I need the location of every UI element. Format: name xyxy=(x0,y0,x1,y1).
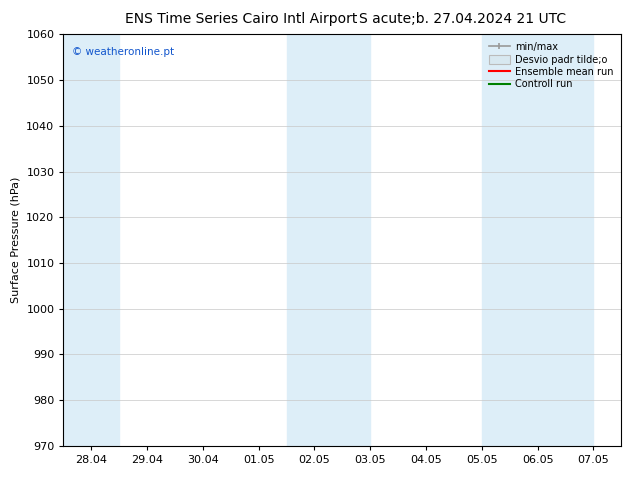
Bar xyxy=(482,34,593,446)
Bar xyxy=(63,34,119,446)
Text: ENS Time Series Cairo Intl Airport: ENS Time Series Cairo Intl Airport xyxy=(125,12,357,26)
Text: S acute;b. 27.04.2024 21 UTC: S acute;b. 27.04.2024 21 UTC xyxy=(359,12,566,26)
Y-axis label: Surface Pressure (hPa): Surface Pressure (hPa) xyxy=(11,177,21,303)
Text: © weatheronline.pt: © weatheronline.pt xyxy=(72,47,174,57)
Bar xyxy=(287,34,370,446)
Legend: min/max, Desvio padr tilde;o, Ensemble mean run, Controll run: min/max, Desvio padr tilde;o, Ensemble m… xyxy=(486,39,616,92)
